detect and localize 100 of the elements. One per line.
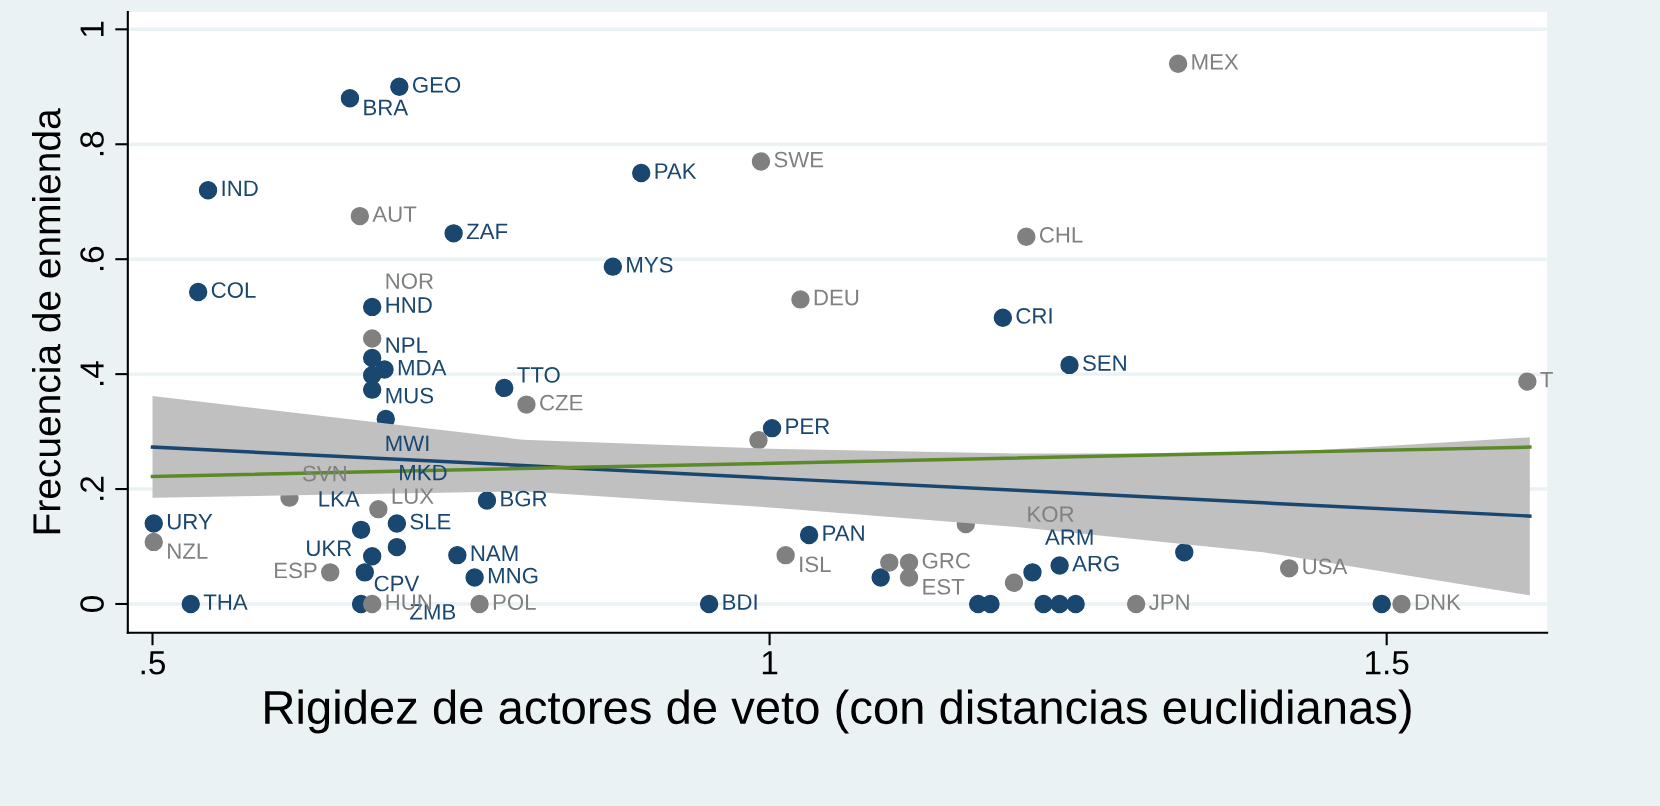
annotation: DNK [1415,594,1461,610]
point [981,594,1000,614]
point [776,545,795,565]
point [351,520,371,540]
point [880,553,899,572]
y-tick-label: 1 [80,21,104,37]
annotation: GEO [412,77,461,93]
point [1050,556,1069,575]
y-tick-label: .8 [80,131,104,156]
point [1066,594,1085,614]
annotation: AUT [372,206,417,223]
point [340,89,360,108]
point [1372,594,1391,614]
point [1168,54,1188,74]
point [791,290,810,309]
point [1050,594,1069,614]
point [751,152,771,171]
annotation: COL [211,282,256,298]
annotation: IND [222,180,258,196]
annotation: PER [786,418,830,434]
y-tick-label: 0 [80,596,104,612]
y-axis-title: Frecuencia de enmienda [32,108,61,534]
y-tick-label: .6 [80,246,104,271]
point [1392,594,1411,614]
x-tick-label: 1.5 [1366,651,1409,675]
annotation: USA [1303,558,1348,575]
point [362,297,382,317]
annotation: KOR [1028,506,1074,523]
point [1023,563,1042,582]
annotation: NAM [471,545,518,561]
point [188,282,208,302]
point [799,525,819,545]
annotation: MYS [627,256,673,273]
annotation: BGR [501,490,547,507]
point [470,594,489,614]
x-axis-title: Rigidez de actores de veto (con distancias euclidianas) [265,689,1411,734]
annotation: UKR [307,540,352,557]
annotation: CZE [540,394,583,411]
annotation: NOR [386,273,434,289]
annotation: CRI [1016,308,1052,324]
point [899,553,919,572]
annotation: POL [493,594,536,610]
point [495,378,514,398]
annotation: EST [923,578,965,595]
annotation: CPV [374,575,420,592]
point [1017,227,1036,246]
y-tick-label: .4 [80,361,104,385]
point [465,568,484,587]
annotation: BRA [364,99,409,116]
point [198,181,218,200]
annotation: THA [203,594,248,610]
annotation: SEN [1083,355,1126,371]
annotation: SWE [774,151,824,168]
point [517,395,536,414]
annotation: LKA [319,491,360,507]
point [993,308,1013,328]
annotation: T [1540,372,1553,388]
point [355,563,374,582]
point [362,380,382,399]
point [144,532,163,552]
point [632,163,651,183]
annotation: URY [167,513,213,530]
point [362,348,382,368]
point [362,329,382,348]
annotation: MUS [386,387,434,404]
annotation: MWI [386,435,429,451]
point [749,431,768,450]
annotation: JPN [1148,594,1189,610]
point [387,514,407,533]
point [1060,355,1079,375]
point [321,563,340,582]
point [699,594,719,614]
annotation: SLE [410,513,451,530]
x-tick-label: .5 [141,651,166,675]
annotation: ARM [1045,529,1093,545]
annotation: LUX [392,488,434,505]
point [369,499,388,519]
point [477,491,497,510]
point [1518,372,1537,391]
point [899,568,919,587]
annotation: GRC [922,552,971,569]
point [362,594,382,614]
annotation: PAN [823,525,864,541]
annotation: MEX [1192,54,1239,70]
annotation: CHL [1039,227,1083,243]
point [144,514,163,533]
point [1279,559,1299,578]
annotation: MNG [488,567,538,584]
annotation: PAK [655,163,697,179]
annotation: NZL [168,543,208,559]
annotation: HND [386,297,432,313]
annotation: ZAF [466,223,508,240]
point [603,257,623,276]
annotation: NPL [386,337,428,353]
annotation: ESP [275,562,317,579]
point [387,537,407,557]
point [1004,573,1024,592]
point [762,418,782,438]
point [390,77,409,96]
annotation: MDA [398,359,447,376]
